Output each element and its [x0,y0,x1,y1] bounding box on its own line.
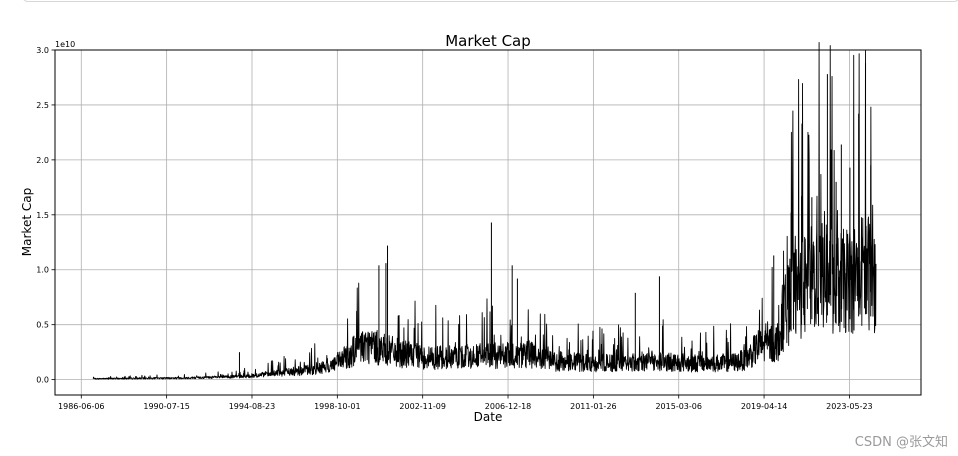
x-tick-label: 2011-01-26 [570,402,617,411]
y-tick-label: 2.5 [36,101,49,110]
market-cap-line [92,42,877,380]
y-tick-label: 0.0 [36,376,49,385]
x-tick-label: 2015-03-06 [655,402,702,411]
y-tick-label: 0.5 [36,321,49,330]
series-layer [92,42,877,380]
x-tick-label: 1986-06-06 [58,402,105,411]
y-offset-text: 1e10 [55,40,75,49]
x-tick-label: 2019-04-14 [741,402,788,411]
x-tick-label: 2002-11-09 [399,402,446,411]
x-tick-label: 1994-08-23 [229,402,276,411]
y-axis-ticks: 0.0 0.5 1.0 1.5 2.0 2.5 3.0 [36,46,55,385]
y-tick-label: 1.5 [36,211,49,220]
x-tick-label: 2006-12-18 [485,402,532,411]
x-tick-label: 2023-05-23 [826,402,873,411]
x-tick-label: 1990-07-15 [143,402,190,411]
x-axis-ticks: 1986-06-06 1990-07-15 1994-08-23 1998-10-01… [58,395,873,411]
grid-lines [55,49,921,395]
y-tick-label: 3.0 [36,46,49,55]
y-tick-label: 2.0 [36,156,49,165]
watermark: CSDN @张文知 [854,435,948,450]
y-tick-label: 1.0 [36,266,49,275]
x-tick-label: 1998-10-01 [314,402,361,411]
chart-title: Market Cap [445,32,531,50]
y-axis-label: Market Cap [20,188,34,256]
x-axis-label: Date [474,410,503,424]
plot-area-frame [54,49,922,396]
